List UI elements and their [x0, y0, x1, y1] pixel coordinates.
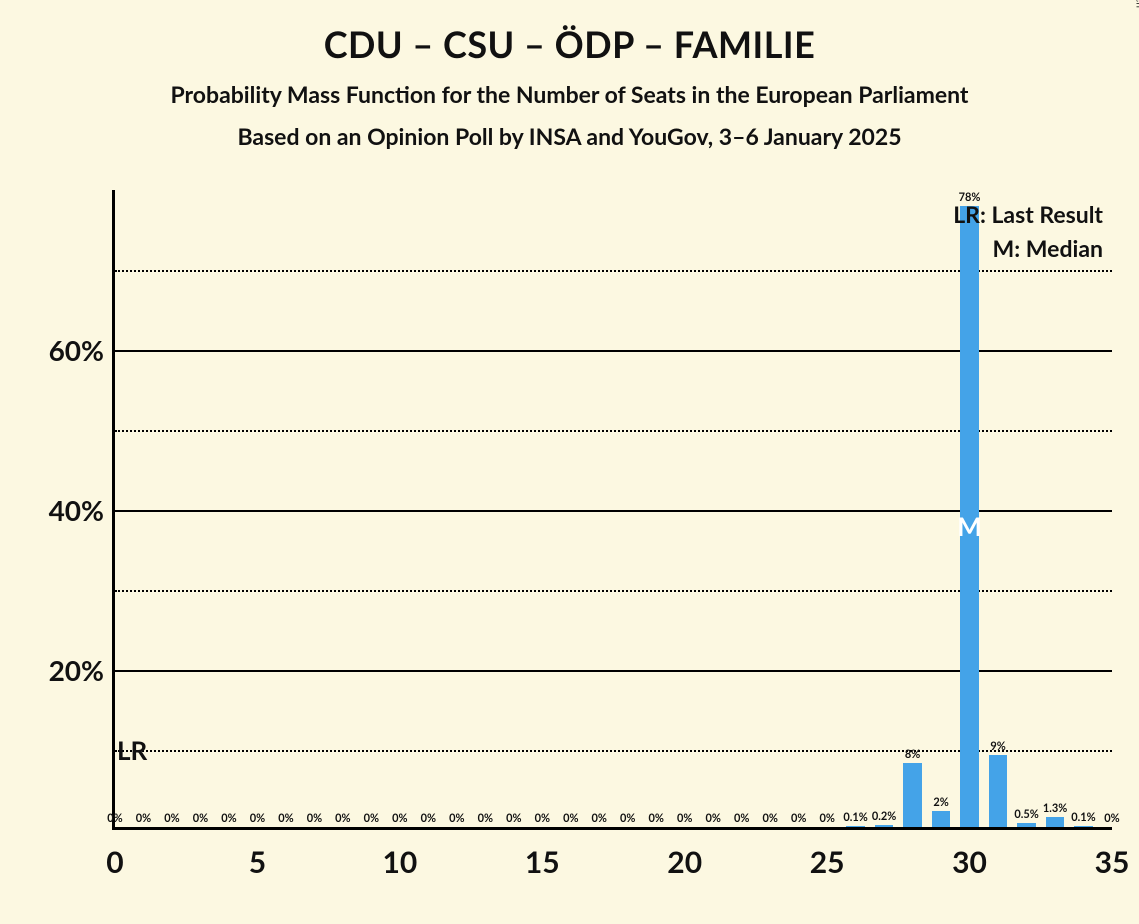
bar-label: 0% [734, 812, 749, 825]
bar-label: 0% [449, 812, 464, 825]
y-tick-label: 40% [34, 493, 104, 527]
bar: 0.1% [846, 826, 865, 827]
bar: 1.3% [1046, 817, 1065, 827]
bar-label: 0.1% [1071, 811, 1095, 824]
bar-label: 0% [364, 812, 379, 825]
y-tick-label: 20% [34, 653, 104, 687]
bar: 0.2% [875, 825, 894, 827]
bar-label: 0% [307, 812, 322, 825]
bar-label: 0% [762, 812, 777, 825]
bar-label: 0% [221, 812, 236, 825]
bar-label: 0% [392, 812, 407, 825]
bar-label: 0% [136, 812, 151, 825]
x-tick-label: 0 [106, 844, 123, 880]
bar-label: 0% [819, 812, 834, 825]
bar-label: 0% [107, 812, 122, 825]
copyright-text: © 2025 Filip van Laenen [1133, 0, 1139, 8]
chart-subtitle2: Based on an Opinion Poll by INSA and You… [0, 122, 1139, 150]
lr-marker: LR [117, 734, 147, 766]
bar-label: 0% [193, 812, 208, 825]
bar-label: 0% [506, 812, 521, 825]
chart-canvas: CDU – CSU – ÖDP – FAMILIE Probability Ma… [0, 0, 1139, 924]
bar-label: 0.2% [872, 810, 896, 823]
bar-label: 0% [250, 812, 265, 825]
bar-label: 0% [421, 812, 436, 825]
legend-lr: LR: Last Result [953, 200, 1103, 228]
bar: 0.5% [1017, 823, 1036, 827]
bar-label: 0% [677, 812, 692, 825]
bar-label: 0% [649, 812, 664, 825]
bar-label: 0% [164, 812, 179, 825]
x-tick-label: 10 [382, 844, 417, 880]
chart-title: CDU – CSU – ÖDP – FAMILIE [0, 0, 1139, 66]
median-marker: M [957, 510, 982, 542]
bar-label: 2% [933, 796, 948, 809]
y-tick-label: 60% [34, 333, 104, 367]
bar-label: 8% [905, 748, 920, 761]
bar-label: 1.3% [1043, 802, 1067, 815]
x-tick-label: 25 [810, 844, 845, 880]
bar-label: 0% [705, 812, 720, 825]
bar-label: 9% [990, 740, 1005, 753]
bar: 8% [903, 763, 922, 827]
bar-label: 0% [592, 812, 607, 825]
bar-label: 0% [620, 812, 635, 825]
bar: 9% [989, 755, 1008, 827]
x-tick-label: 15 [525, 844, 560, 880]
x-axis [112, 827, 1112, 830]
x-tick-label: 5 [249, 844, 266, 880]
bar-label: 0% [278, 812, 293, 825]
x-tick-label: 35 [1095, 844, 1130, 880]
bar-label: 0% [535, 812, 550, 825]
bar: 2% [932, 811, 951, 827]
legend-m: M: Median [993, 234, 1103, 262]
x-tick-label: 30 [952, 844, 987, 880]
bar-label: 0% [335, 812, 350, 825]
bar-label: 0% [563, 812, 578, 825]
bar-label: 0% [1104, 812, 1119, 825]
bar-label: 0% [478, 812, 493, 825]
bar-label: 0.5% [1014, 808, 1038, 821]
bar-label: 0% [791, 812, 806, 825]
x-tick-label: 20 [667, 844, 702, 880]
plot-area: 20%40%60%051015202530350%0%0%0%0%0%0%0%0… [112, 190, 1112, 830]
bar: 0.1% [1074, 826, 1093, 827]
bar-label: 0.1% [843, 811, 867, 824]
chart-subtitle: Probability Mass Function for the Number… [0, 80, 1139, 108]
